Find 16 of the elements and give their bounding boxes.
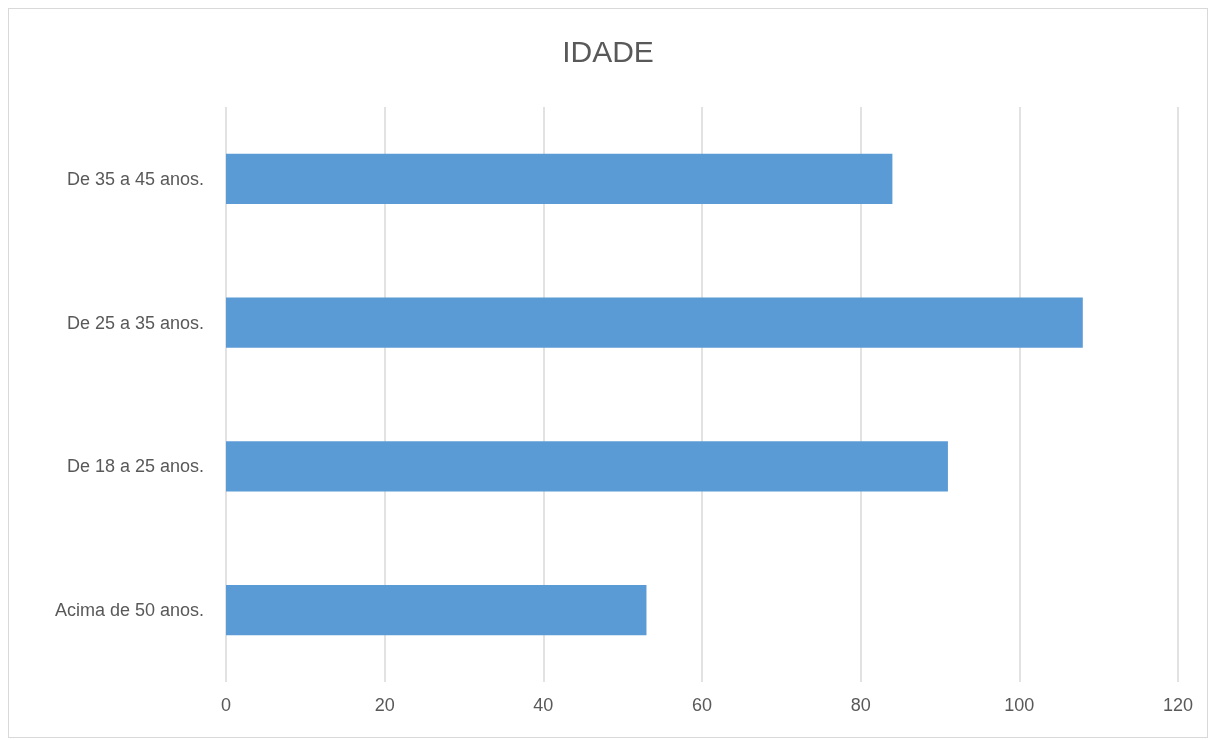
x-tick-label: 40 (533, 695, 554, 715)
y-tick-label: Acima de 50 anos. (54, 600, 204, 621)
bar (226, 297, 1083, 348)
x-tick-label: 120 (1162, 695, 1194, 715)
x-tick-label: 0 (220, 695, 232, 715)
y-tick-label: De 18 a 25 anos. (66, 456, 204, 477)
y-tick-label: De 25 a 35 anos. (66, 312, 204, 333)
x-tick-label: 60 (691, 695, 713, 715)
x-tick-label: 20 (374, 695, 395, 715)
x-tick-label: 80 (850, 695, 871, 715)
bar (226, 153, 893, 205)
y-tick-label: De 35 a 45 anos. (66, 168, 204, 189)
bar (226, 584, 647, 636)
bar (226, 441, 948, 492)
x-tick-label: 100 (1004, 695, 1035, 715)
chart-title: IDADE (562, 34, 654, 68)
